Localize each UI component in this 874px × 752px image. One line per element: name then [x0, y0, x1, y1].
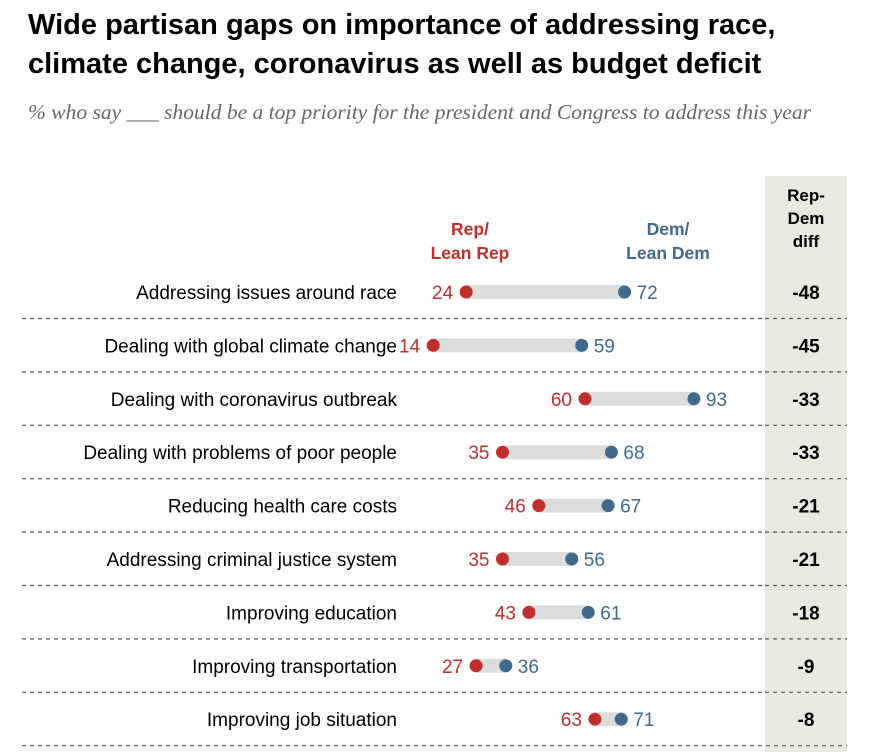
diff-column-background	[765, 176, 847, 752]
diff-value: -21	[792, 550, 820, 571]
dem-value-label: 67	[620, 497, 641, 518]
rep-dot	[588, 712, 602, 726]
gap-bar	[466, 285, 625, 299]
rep-dot	[459, 285, 473, 299]
rep-value-label: 60	[551, 390, 572, 411]
dem-value-label: 68	[623, 443, 644, 464]
gap-bar	[538, 498, 609, 513]
dem-dot	[604, 445, 618, 459]
rep-dot	[426, 338, 440, 352]
gap-bar	[502, 552, 572, 566]
gap-bar	[585, 391, 694, 406]
dem-value-label: 72	[637, 283, 658, 304]
legend-dem-line1: Dem/	[646, 219, 690, 239]
diff-header-line1: Rep-	[787, 186, 825, 205]
dem-dot	[614, 712, 628, 726]
dem-value-label: 36	[518, 657, 539, 678]
dem-value-label: 59	[594, 336, 615, 357]
row-label: Addressing criminal justice system	[107, 550, 397, 571]
rep-dot	[496, 445, 509, 459]
rep-dot	[469, 659, 483, 673]
rep-value-label: 35	[468, 443, 489, 464]
rep-dot	[532, 499, 546, 513]
rep-value-label: 24	[432, 283, 454, 304]
dem-dot	[581, 605, 595, 619]
dem-dot	[565, 552, 579, 566]
gap-bar	[594, 712, 622, 727]
row-label: Dealing with coronavirus outbreak	[111, 390, 398, 411]
diff-value: -48	[792, 283, 819, 304]
legend-rep: Rep/ Lean Rep	[410, 217, 530, 265]
row-label: Improving education	[226, 603, 397, 624]
dem-value-label: 56	[584, 550, 605, 571]
legend-dem-line2: Lean Dem	[626, 243, 710, 263]
gap-bar	[528, 605, 589, 620]
rep-value-label: 27	[442, 657, 463, 678]
row-label: Improving transportation	[192, 657, 397, 678]
dem-value-label: 93	[706, 390, 727, 411]
diff-value: -18	[792, 603, 819, 624]
rep-value-label: 35	[468, 550, 489, 571]
diff-value: -33	[792, 443, 819, 464]
diff-column-header: Rep- Dem diff	[765, 184, 847, 253]
rep-value-label: 43	[495, 603, 516, 624]
gap-bar	[502, 445, 612, 460]
rep-dot	[578, 392, 592, 406]
diff-value: -33	[792, 390, 819, 411]
row-label: Dealing with problems of poor people	[83, 443, 397, 464]
row-label: Reducing health care costs	[168, 497, 397, 518]
dem-value-label: 61	[600, 603, 621, 624]
diff-value: -8	[798, 710, 815, 731]
legend-rep-line2: Lean Rep	[430, 243, 510, 263]
row-label: Improving job situation	[207, 710, 397, 731]
legend-rep-line1: Rep/	[451, 219, 489, 239]
chart-title: Wide partisan gaps on importance of addr…	[28, 9, 776, 80]
dem-dot	[618, 285, 632, 299]
dem-value-label: 71	[633, 710, 654, 731]
dem-dot	[601, 499, 615, 513]
legend-dem: Dem/ Lean Dem	[608, 217, 728, 265]
diff-header-line2: Dem	[787, 209, 825, 228]
row-label: Addressing issues around race	[136, 283, 397, 304]
diff-header-line3: diff	[792, 232, 820, 251]
gap-bar	[433, 338, 582, 353]
diff-value: -9	[798, 657, 815, 678]
rep-value-label: 63	[561, 710, 582, 731]
diff-value: -21	[792, 497, 820, 518]
dem-dot	[687, 392, 701, 406]
dem-dot	[499, 659, 513, 673]
rep-dot	[496, 552, 509, 566]
row-label: Dealing with global climate change	[104, 336, 397, 357]
rep-value-label: 14	[399, 336, 421, 357]
gap-bar	[476, 658, 506, 673]
rep-value-label: 46	[505, 497, 526, 518]
diff-value: -45	[792, 336, 820, 357]
dem-dot	[575, 338, 589, 352]
rep-dot	[522, 605, 536, 619]
chart-subtitle: % who say ___ should be a top priority f…	[28, 100, 811, 124]
